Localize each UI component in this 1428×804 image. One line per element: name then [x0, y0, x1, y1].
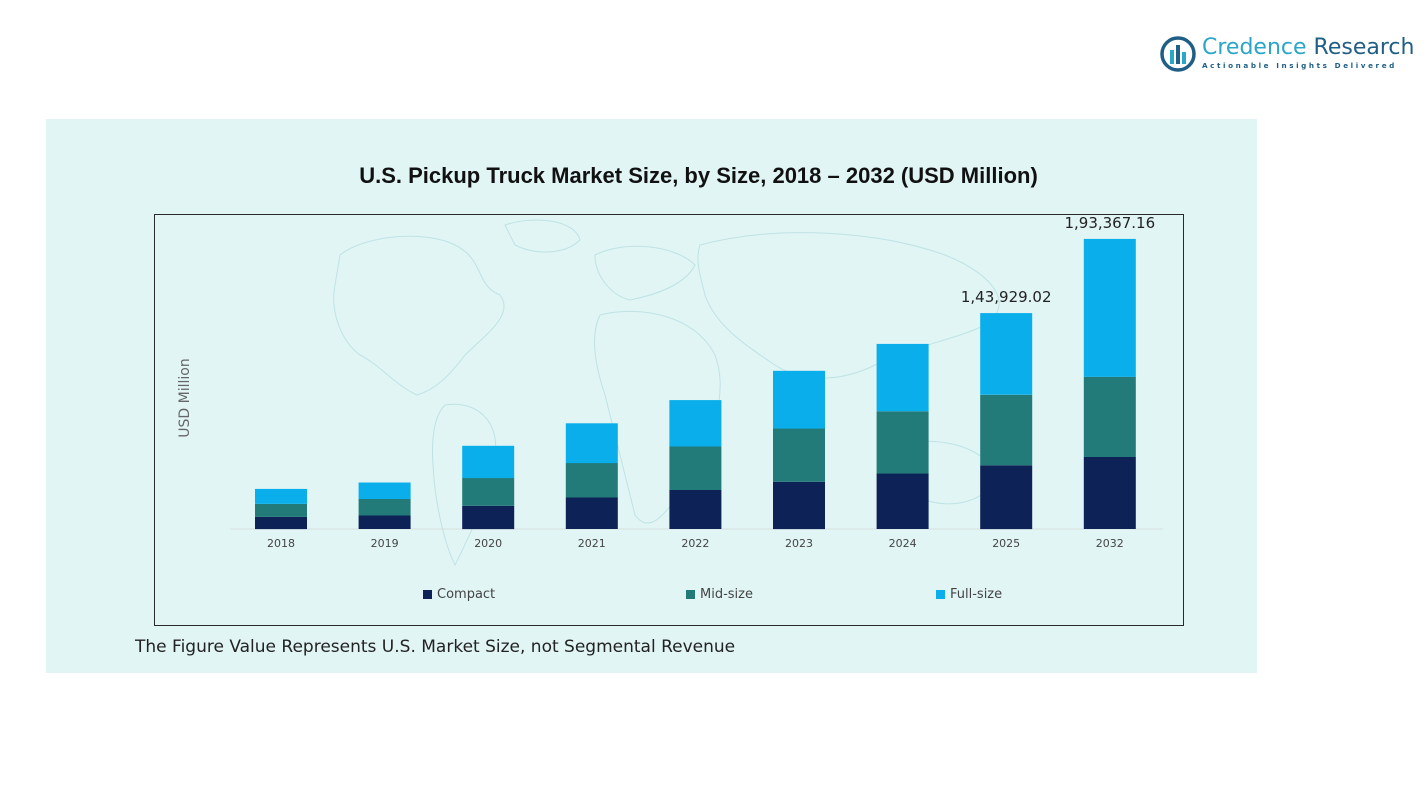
- chart-frame: 2018 2019 2020 2021 2022 2023 2024 2025 2032 1,4…: [154, 214, 1184, 626]
- bar-mid-size-2019: [358, 499, 411, 516]
- bar-full-size-2022: [669, 400, 722, 447]
- x-tick-label-2021: 2021: [578, 537, 606, 550]
- legend-swatch-compact: [423, 590, 432, 599]
- data-label-2032: 1,93,367.16: [1064, 215, 1155, 232]
- legend-label-compact: Compact: [437, 587, 496, 602]
- x-tick-label-2025: 2025: [992, 537, 1020, 550]
- credence-logo-icon: [1160, 36, 1196, 72]
- bar-mid-size-2018: [255, 504, 307, 517]
- bar-mid-size-2024: [876, 411, 929, 474]
- brand-name-part1: Credence: [1202, 35, 1307, 60]
- bar-compact-2019: [358, 515, 411, 529]
- y-axis-label-text: USD Million: [177, 358, 193, 438]
- bar-mid-size-2021: [565, 463, 618, 498]
- bar-mid-size-2023: [773, 428, 825, 482]
- x-tick-label-2032: 2032: [1096, 537, 1124, 550]
- bar-compact-2024: [876, 473, 929, 529]
- legend-label-full-size: Full-size: [950, 587, 1003, 602]
- legend-item-mid-size: Mid-size: [686, 587, 753, 602]
- x-tick-label-2018: 2018: [267, 537, 295, 550]
- legend-item-compact: Compact: [423, 587, 495, 602]
- x-tick-label-2020: 2020: [474, 537, 502, 550]
- bar-full-size-2025: [980, 313, 1033, 395]
- bar-full-size-2019: [358, 482, 411, 499]
- bar-mid-size-2032: [1083, 376, 1136, 457]
- bar-mid-size-2022: [669, 446, 722, 490]
- bar-full-size-2021: [565, 423, 618, 464]
- bar-compact-2025: [980, 465, 1033, 530]
- legend-item-full-size: Full-size: [936, 587, 1002, 602]
- bar-compact-2021: [565, 497, 618, 529]
- legend-swatch-mid-size: [686, 590, 695, 599]
- chart-panel: U.S. Pickup Truck Market Size, by Size, …: [46, 119, 1257, 673]
- chart-title: U.S. Pickup Truck Market Size, by Size, …: [359, 163, 1038, 188]
- bar-compact-2023: [773, 481, 825, 530]
- chart-legend: Compact Mid-size Full-size: [155, 587, 1183, 607]
- bar-full-size-2032: [1083, 238, 1136, 377]
- bar-compact-2018: [255, 516, 307, 530]
- bar-full-size-2020: [462, 445, 515, 479]
- brand-name-part2: Research: [1313, 35, 1415, 60]
- x-tick-label-2023: 2023: [785, 537, 813, 550]
- bar-compact-2022: [669, 490, 722, 529]
- bar-compact-2020: [462, 505, 515, 530]
- brand-tagline: Actionable Insights Delivered: [1202, 61, 1397, 70]
- x-tick-label-2019: 2019: [371, 537, 399, 550]
- legend-swatch-full-size: [936, 590, 945, 599]
- bar-mid-size-2020: [462, 478, 515, 506]
- bar-compact-2032: [1083, 457, 1136, 529]
- x-tick-label-2024: 2024: [889, 537, 917, 550]
- brand-name: Credence Research: [1202, 34, 1414, 62]
- brand-logo: Credence Research Actionable Insights De…: [1160, 34, 1414, 74]
- chart-plot: 2018 2019 2020 2021 2022 2023 2024 2025 2032 1,4…: [230, 215, 1163, 550]
- bar-mid-size-2025: [980, 394, 1033, 466]
- footnote: The Figure Value Represents U.S. Market …: [135, 637, 736, 657]
- bar-full-size-2018: [255, 488, 307, 504]
- x-tick-label-2022: 2022: [681, 537, 709, 550]
- bar-full-size-2024: [876, 343, 929, 412]
- bar-full-size-2023: [773, 370, 825, 429]
- legend-label-mid-size: Mid-size: [700, 587, 753, 602]
- data-label-2025: 1,43,929.02: [961, 288, 1052, 306]
